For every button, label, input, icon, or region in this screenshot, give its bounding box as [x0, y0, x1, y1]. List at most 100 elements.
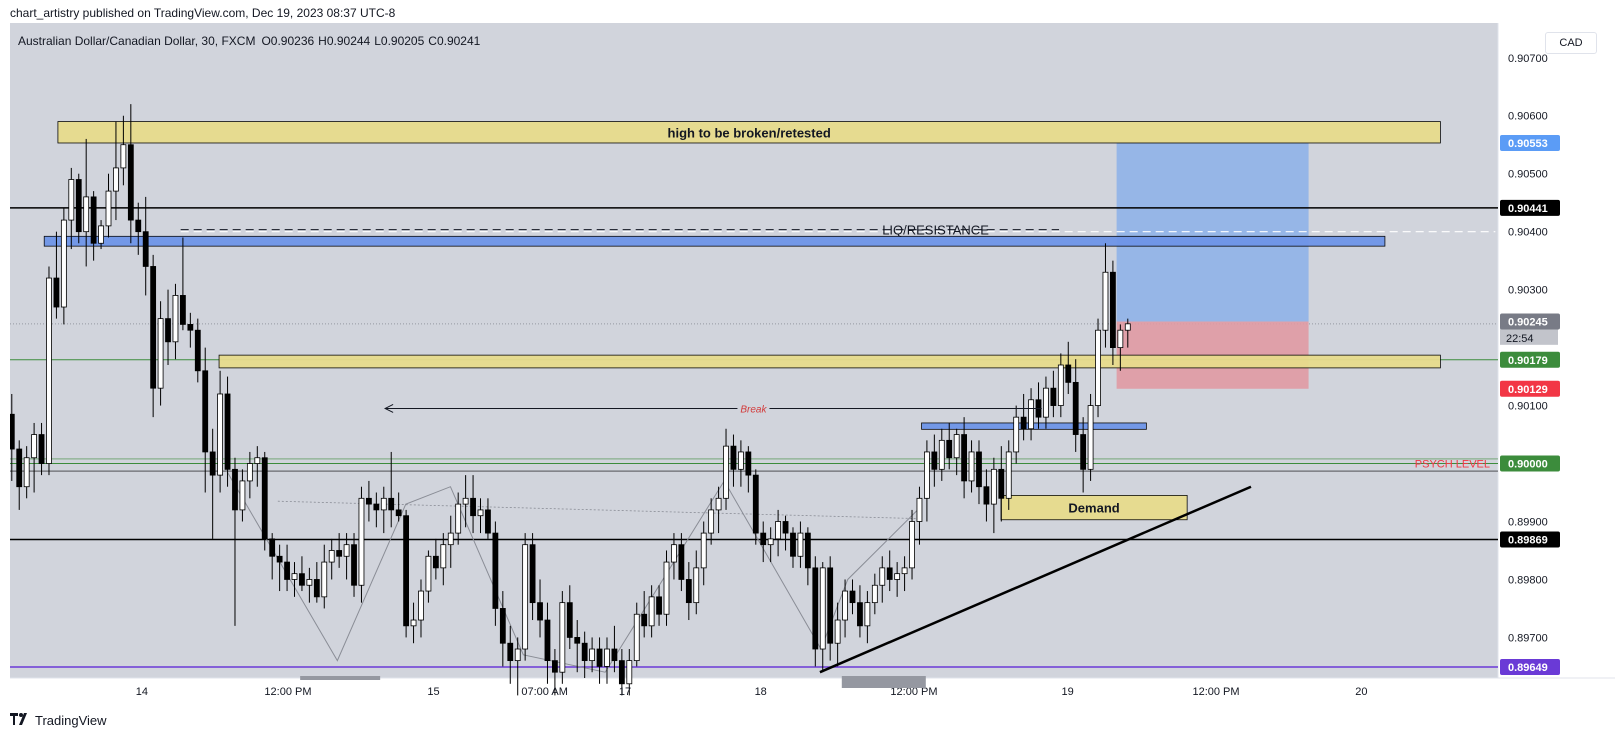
candle[interactable]	[879, 567, 886, 586]
candle[interactable]	[1124, 323, 1131, 331]
candle[interactable]	[217, 393, 224, 476]
candle[interactable]	[990, 468, 997, 505]
demand-zone[interactable]	[1000, 495, 1188, 521]
candle[interactable]	[172, 295, 179, 343]
candle[interactable]	[678, 544, 685, 580]
candle[interactable]	[552, 660, 558, 673]
candle[interactable]	[976, 451, 982, 488]
candle[interactable]	[447, 532, 454, 546]
candle[interactable]	[819, 567, 826, 650]
candle[interactable]	[46, 277, 52, 464]
candle[interactable]	[596, 648, 603, 667]
tradingview-logo[interactable]: TradingView	[10, 713, 107, 728]
candle[interactable]	[187, 324, 194, 331]
candle[interactable]	[894, 573, 901, 580]
candle[interactable]	[931, 451, 938, 470]
candle[interactable]	[544, 619, 551, 662]
price-axis[interactable]	[1498, 23, 1615, 678]
price-badge[interactable]	[1500, 455, 1560, 472]
candle[interactable]	[1005, 451, 1012, 499]
candle[interactable]	[269, 538, 276, 557]
candle[interactable]	[358, 497, 365, 586]
candle[interactable]	[1057, 364, 1064, 406]
candle[interactable]	[708, 509, 715, 534]
candle[interactable]	[633, 613, 640, 662]
candle[interactable]	[68, 179, 75, 221]
candle[interactable]	[1028, 399, 1034, 430]
candle[interactable]	[202, 370, 209, 453]
candle[interactable]	[886, 567, 893, 580]
candle[interactable]	[224, 393, 231, 470]
candle[interactable]	[1117, 329, 1124, 349]
candle[interactable]	[1065, 364, 1072, 383]
candle[interactable]	[410, 619, 417, 627]
candle[interactable]	[604, 648, 610, 667]
candle[interactable]	[157, 318, 164, 389]
candle[interactable]	[909, 521, 915, 569]
candle[interactable]	[566, 602, 573, 638]
candle[interactable]	[849, 590, 856, 604]
candle[interactable]	[715, 497, 722, 511]
price-badge[interactable]	[1500, 313, 1560, 330]
candle[interactable]	[284, 561, 290, 580]
price-badge[interactable]	[1500, 351, 1560, 368]
price-badge[interactable]	[1500, 658, 1560, 675]
candle[interactable]	[239, 480, 246, 511]
candle[interactable]	[90, 196, 97, 244]
candle[interactable]	[864, 602, 871, 627]
candle[interactable]	[529, 544, 536, 604]
candle[interactable]	[1080, 434, 1087, 470]
candle[interactable]	[299, 573, 305, 586]
candle[interactable]	[1043, 387, 1049, 418]
candle[interactable]	[246, 463, 253, 482]
candle[interactable]	[767, 538, 774, 546]
price-badge[interactable]	[1500, 380, 1560, 397]
candle[interactable]	[1020, 416, 1027, 430]
candle[interactable]	[983, 486, 990, 505]
candle[interactable]	[618, 660, 625, 685]
candle[interactable]	[254, 457, 261, 464]
candle[interactable]	[723, 445, 729, 499]
candle[interactable]	[180, 295, 186, 325]
candle[interactable]	[432, 555, 439, 569]
candle[interactable]	[574, 637, 581, 644]
price-chart[interactable]: Break high to be broken/retested LIQ/RESIS…	[10, 23, 1615, 703]
candle[interactable]	[477, 509, 484, 517]
candle[interactable]	[113, 167, 119, 192]
candle[interactable]	[440, 544, 447, 569]
candle[interactable]	[232, 468, 238, 511]
candle[interactable]	[782, 521, 789, 534]
candle[interactable]	[738, 451, 744, 470]
candle[interactable]	[1072, 381, 1079, 435]
candle[interactable]	[685, 579, 692, 604]
candle[interactable]	[1087, 405, 1094, 470]
candle[interactable]	[462, 497, 469, 505]
candle[interactable]	[336, 550, 343, 557]
candle[interactable]	[834, 619, 841, 644]
candle[interactable]	[194, 329, 201, 372]
candle[interactable]	[998, 468, 1005, 499]
candle[interactable]	[745, 451, 752, 476]
small-blue-zone[interactable]	[921, 422, 1147, 430]
candle[interactable]	[60, 219, 67, 308]
candle[interactable]	[261, 457, 268, 540]
candle[interactable]	[656, 596, 662, 615]
candle[interactable]	[857, 602, 863, 627]
candle[interactable]	[537, 602, 543, 621]
price-badge[interactable]	[1500, 134, 1560, 151]
candle[interactable]	[380, 497, 387, 511]
candle[interactable]	[351, 544, 357, 586]
candle[interactable]	[321, 561, 328, 598]
candle[interactable]	[276, 555, 283, 563]
candle[interactable]	[559, 602, 566, 673]
mid-supply-zone[interactable]	[218, 354, 1441, 369]
candle[interactable]	[589, 648, 596, 662]
candle[interactable]	[968, 451, 975, 482]
candle[interactable]	[871, 584, 878, 604]
candle[interactable]	[418, 590, 424, 621]
candle[interactable]	[581, 642, 588, 662]
candle[interactable]	[924, 451, 930, 499]
candle[interactable]	[938, 439, 945, 470]
candle[interactable]	[343, 544, 350, 557]
candle[interactable]	[10, 413, 15, 450]
